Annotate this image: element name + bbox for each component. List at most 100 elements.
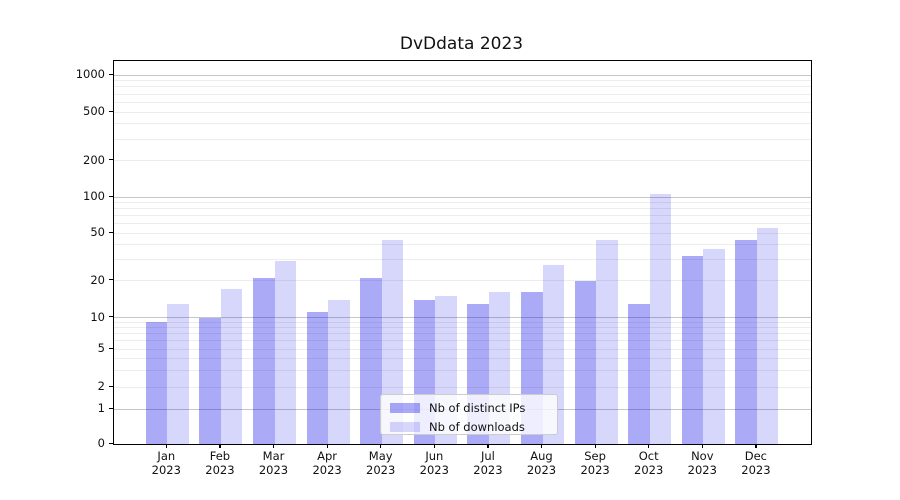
- ytick-mark-20: [109, 279, 113, 281]
- xtick-year: 2023: [526, 462, 557, 477]
- xtick-year: 2023: [151, 462, 181, 477]
- xtick-mark-dec: [755, 444, 757, 448]
- xtick-month: May: [368, 449, 393, 463]
- gridline-300: [114, 138, 811, 140]
- xtick-month: Nov: [691, 449, 714, 463]
- gridline-20: [114, 280, 811, 281]
- gridline-900: [114, 80, 811, 82]
- bar-nov-distinct-ips: [681, 256, 704, 444]
- xtick-month: Mar: [262, 449, 285, 463]
- ytick-label-200: 200: [83, 152, 105, 167]
- gridline-500: [114, 111, 811, 113]
- ytick-mark-50: [109, 231, 113, 233]
- xtick-label-jul: Jul 2023: [461, 449, 515, 477]
- xtick-label-jun: Jun 2023: [407, 449, 461, 477]
- xtick-label-aug: Aug 2023: [515, 449, 569, 477]
- ytick-label-0: 0: [97, 436, 105, 450]
- xtick-mark-apr: [326, 444, 328, 448]
- xtick-mark-aug: [541, 444, 543, 448]
- ytick-mark-200: [109, 159, 113, 161]
- legend-row-distinct-ips: Nb of distinct IPs: [381, 400, 557, 416]
- gridline-3: [114, 369, 811, 371]
- ytick-mark-0: [109, 442, 113, 444]
- bar-apr-distinct-ips: [306, 312, 329, 444]
- xtick-month: Sep: [584, 449, 606, 463]
- ytick-label-100: 100: [83, 189, 105, 203]
- bar-jan-downloads: [167, 303, 189, 444]
- bar-jan-distinct-ips: [145, 322, 168, 444]
- legend: Nb of distinct IPs Nb of downloads: [380, 394, 558, 435]
- ytick-label-2: 2: [97, 379, 105, 393]
- gridline-7: [114, 333, 811, 335]
- ytick-mark-500: [109, 110, 113, 112]
- xtick-label-oct: Oct 2023: [622, 449, 676, 477]
- xtick-label-nov: Nov 2023: [675, 449, 729, 477]
- xtick-year: 2023: [741, 462, 771, 477]
- legend-label-downloads: Nb of downloads: [429, 420, 525, 434]
- gridline-800: [114, 86, 811, 88]
- bar-sep-downloads: [596, 239, 618, 444]
- xtick-year: 2023: [366, 462, 396, 477]
- ytick-label-10: 10: [90, 309, 105, 324]
- xtick-mark-oct: [648, 444, 650, 448]
- legend-label-distinct-ips: Nb of distinct IPs: [429, 401, 526, 415]
- xtick-year: 2023: [419, 462, 449, 477]
- xtick-month: Oct: [638, 449, 659, 463]
- bar-feb-downloads: [220, 289, 243, 444]
- gridline-8: [114, 327, 811, 329]
- xtick-mark-sep: [594, 444, 596, 448]
- gridline-2: [114, 386, 811, 388]
- xtick-label-mar: Mar 2023: [247, 449, 301, 477]
- xtick-label-dec: Dec 2023: [729, 449, 783, 477]
- bar-mar-downloads: [274, 261, 296, 444]
- xtick-year: 2023: [580, 462, 610, 477]
- ytick-mark-10: [109, 316, 113, 318]
- legend-swatch-distinct-ips: [390, 403, 420, 413]
- legend-row-downloads: Nb of downloads: [381, 419, 557, 435]
- gridline-100: [114, 196, 811, 198]
- gridline-700: [114, 93, 811, 95]
- xtick-year: 2023: [205, 462, 235, 477]
- bar-apr-downloads: [328, 299, 350, 444]
- gridline-6: [114, 340, 811, 342]
- xtick-label-apr: Apr 2023: [300, 449, 354, 477]
- bar-dec-distinct-ips: [735, 239, 757, 444]
- gridline-5: [114, 348, 811, 350]
- ytick-mark-100: [109, 195, 113, 197]
- xtick-year: 2023: [634, 462, 664, 477]
- xtick-label-jan: Jan 2023: [139, 449, 193, 477]
- xtick-month: Aug: [530, 449, 553, 463]
- xtick-month: Feb: [209, 449, 231, 463]
- xtick-mark-jun: [433, 444, 435, 448]
- ytick-mark-2: [109, 385, 113, 387]
- xtick-year: 2023: [687, 462, 717, 477]
- bar-may-distinct-ips: [360, 277, 382, 444]
- xtick-label-sep: Sep 2023: [568, 449, 622, 477]
- gridline-70: [114, 215, 811, 217]
- ytick-label-20: 20: [90, 272, 105, 287]
- xtick-mark-may: [380, 444, 382, 448]
- xtick-month: Jul: [480, 449, 495, 463]
- xtick-month: Jun: [425, 449, 444, 463]
- gridline-9: [114, 321, 811, 323]
- gridline-40: [114, 244, 811, 246]
- gridline-80: [114, 208, 811, 210]
- ytick-mark-1000: [109, 73, 113, 75]
- xtick-year: 2023: [258, 462, 289, 477]
- xtick-label-may: May 2023: [354, 449, 408, 477]
- gridline-600: [114, 101, 811, 103]
- xtick-month: Jan: [157, 449, 176, 463]
- bar-oct-distinct-ips: [628, 303, 650, 444]
- bar-mar-distinct-ips: [253, 277, 275, 444]
- ytick-label-5: 5: [97, 341, 105, 355]
- bar-feb-distinct-ips: [199, 317, 221, 444]
- bar-sep-distinct-ips: [574, 280, 597, 444]
- xtick-label-feb: Feb 2023: [193, 449, 247, 477]
- xtick-year: 2023: [473, 462, 503, 477]
- gridline-200: [114, 160, 811, 161]
- gridline-90: [114, 201, 811, 203]
- bar-may-downloads: [381, 239, 404, 444]
- plot-area: Nb of distinct IPs Nb of downloads: [113, 60, 812, 445]
- ytick-mark-1: [109, 407, 113, 409]
